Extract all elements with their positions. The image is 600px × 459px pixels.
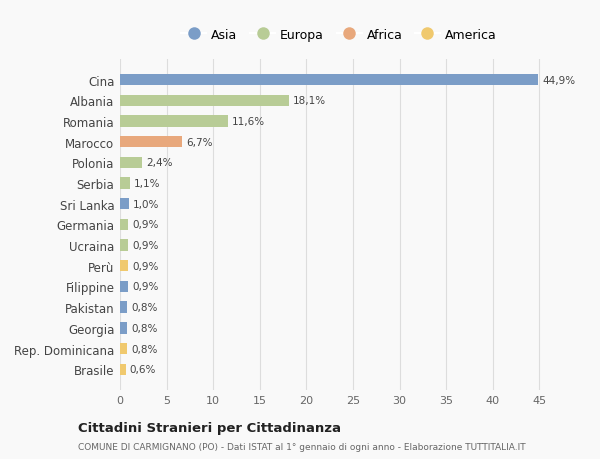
Bar — [120, 323, 127, 334]
Bar — [120, 157, 142, 168]
Legend: Asia, Europa, Africa, America: Asia, Europa, Africa, America — [179, 26, 499, 44]
Text: 0,8%: 0,8% — [131, 344, 158, 354]
Bar — [120, 178, 130, 189]
Bar — [120, 343, 127, 354]
Bar — [120, 95, 289, 106]
Bar — [120, 364, 125, 375]
Bar — [120, 199, 130, 210]
Text: Cittadini Stranieri per Cittadinanza: Cittadini Stranieri per Cittadinanza — [78, 421, 341, 434]
Bar — [120, 261, 128, 272]
Bar — [120, 302, 127, 313]
Text: 1,1%: 1,1% — [134, 179, 160, 189]
Text: 1,0%: 1,0% — [133, 199, 160, 209]
Text: 0,8%: 0,8% — [131, 323, 158, 333]
Text: 6,7%: 6,7% — [186, 137, 212, 147]
Bar — [120, 219, 128, 230]
Text: 0,8%: 0,8% — [131, 302, 158, 313]
Text: 44,9%: 44,9% — [542, 75, 575, 85]
Text: 0,9%: 0,9% — [132, 241, 158, 251]
Text: 0,6%: 0,6% — [130, 364, 155, 375]
Bar — [120, 116, 228, 127]
Text: COMUNE DI CARMIGNANO (PO) - Dati ISTAT al 1° gennaio di ogni anno - Elaborazione: COMUNE DI CARMIGNANO (PO) - Dati ISTAT a… — [78, 442, 526, 451]
Bar — [120, 281, 128, 292]
Text: 11,6%: 11,6% — [232, 117, 265, 127]
Text: 0,9%: 0,9% — [132, 261, 158, 271]
Bar — [120, 240, 128, 251]
Text: 18,1%: 18,1% — [292, 96, 326, 106]
Text: 0,9%: 0,9% — [132, 220, 158, 230]
Bar — [120, 137, 182, 148]
Text: 0,9%: 0,9% — [132, 282, 158, 292]
Text: 2,4%: 2,4% — [146, 158, 173, 168]
Bar — [120, 75, 538, 86]
